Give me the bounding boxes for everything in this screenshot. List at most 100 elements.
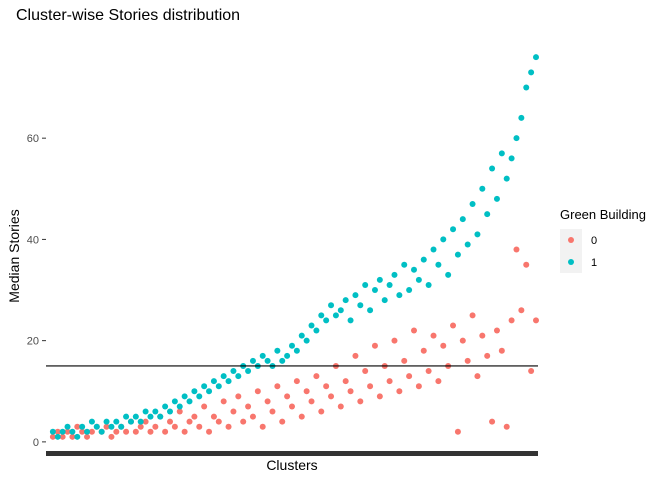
- point-series-0-41: [249, 413, 256, 420]
- x-axis-title: Clusters: [266, 457, 317, 473]
- point-series-0-90: [489, 418, 496, 425]
- point-series-0-65: [367, 383, 374, 390]
- point-series-1-28: [186, 398, 193, 405]
- point-series-1-4: [69, 428, 76, 435]
- point-series-0-67: [376, 393, 383, 400]
- point-series-1-46: [274, 347, 281, 354]
- point-series-1-63: [357, 302, 364, 309]
- point-series-1-54: [313, 327, 320, 334]
- point-series-1-78: [430, 246, 437, 253]
- point-series-1-77: [425, 281, 432, 288]
- point-series-1-69: [386, 281, 393, 288]
- point-series-0-6: [79, 428, 86, 435]
- point-series-0-52: [303, 388, 310, 395]
- point-series-1-72: [401, 261, 408, 268]
- point-series-1-87: [474, 231, 481, 238]
- point-series-1-14: [118, 423, 125, 430]
- point-series-1-36: [225, 378, 232, 385]
- point-series-1-73: [406, 287, 413, 294]
- point-series-0-11: [103, 423, 110, 430]
- point-series-1-47: [279, 357, 286, 364]
- point-series-1-64: [362, 281, 369, 288]
- point-series-1-18: [137, 418, 144, 425]
- point-series-0-12: [108, 433, 115, 440]
- point-series-1-79: [435, 261, 442, 268]
- point-series-0-24: [167, 418, 173, 425]
- point-series-1-6: [79, 423, 86, 430]
- point-series-1-76: [420, 256, 427, 263]
- point-series-1-13: [113, 418, 120, 425]
- point-series-0-5: [74, 423, 81, 430]
- point-series-0-61: [347, 388, 354, 395]
- point-series-0-45: [269, 408, 276, 415]
- point-series-0-71: [396, 388, 403, 395]
- point-series-0-56: [323, 383, 330, 390]
- y-tick-label-20: 20: [27, 336, 39, 348]
- point-series-0-83: [454, 428, 461, 435]
- point-series-1-90: [489, 165, 496, 172]
- point-series-1-16: [127, 418, 134, 425]
- point-series-0-82: [450, 322, 457, 329]
- point-series-0-23: [162, 428, 169, 435]
- point-series-0-99: [533, 317, 539, 324]
- point-series-0-98: [528, 368, 535, 375]
- point-series-0-35: [220, 398, 227, 405]
- point-series-0-20: [147, 428, 154, 435]
- point-series-1-97: [523, 84, 530, 91]
- point-series-1-34: [215, 383, 222, 390]
- point-series-0-59: [337, 403, 344, 410]
- point-series-0-21: [152, 423, 159, 430]
- point-series-1-9: [93, 423, 100, 430]
- point-series-0-46: [274, 383, 281, 390]
- point-series-1-84: [459, 216, 466, 223]
- point-series-1-35: [220, 373, 227, 380]
- point-series-0-60: [342, 378, 349, 385]
- point-series-0-53: [308, 398, 315, 405]
- point-series-0-97: [523, 261, 530, 268]
- point-series-1-68: [381, 297, 388, 304]
- point-series-0-19: [142, 418, 149, 425]
- point-series-1-93: [503, 175, 510, 182]
- point-series-1-31: [201, 383, 208, 390]
- point-series-1-10: [98, 428, 105, 435]
- point-series-0-25: [171, 423, 178, 430]
- point-series-1-50: [293, 347, 300, 354]
- point-series-0-79: [435, 378, 442, 385]
- point-series-0-2: [59, 433, 66, 440]
- point-series-0-1: [54, 428, 61, 435]
- point-series-0-76: [420, 347, 427, 354]
- legend: Green Building 0 1: [560, 207, 646, 273]
- point-series-1-41: [249, 357, 256, 364]
- point-series-0-31: [201, 403, 208, 410]
- point-series-0-44: [264, 398, 271, 405]
- legend-label-1: 1: [591, 257, 597, 269]
- point-series-1-27: [181, 393, 188, 400]
- point-series-0-47: [279, 418, 286, 425]
- point-series-1-21: [152, 408, 159, 415]
- point-series-0-48: [284, 393, 291, 400]
- point-series-0-18: [137, 423, 144, 430]
- point-series-0-49: [289, 403, 295, 410]
- point-series-0-84: [459, 337, 466, 344]
- point-series-1-44: [264, 357, 271, 364]
- point-series-1-96: [518, 114, 525, 121]
- point-series-0-29: [191, 413, 198, 420]
- point-series-1-25: [171, 398, 178, 405]
- point-series-0-37: [230, 408, 237, 415]
- point-series-0-27: [181, 428, 188, 435]
- point-series-1-49: [289, 342, 295, 349]
- legend-title: Green Building: [560, 207, 646, 222]
- point-series-1-12: [108, 423, 115, 430]
- point-series-1-57: [328, 302, 335, 309]
- point-series-0-50: [293, 378, 300, 385]
- point-series-0-87: [474, 373, 481, 380]
- point-series-0-42: [254, 388, 261, 395]
- point-series-0-80: [440, 342, 447, 349]
- point-series-1-61: [347, 317, 354, 324]
- point-series-0-38: [235, 393, 242, 400]
- point-series-1-83: [454, 251, 461, 258]
- point-series-1-74: [411, 266, 417, 273]
- point-series-1-24: [167, 408, 173, 415]
- point-series-1-67: [376, 276, 383, 283]
- point-series-0-92: [498, 347, 505, 354]
